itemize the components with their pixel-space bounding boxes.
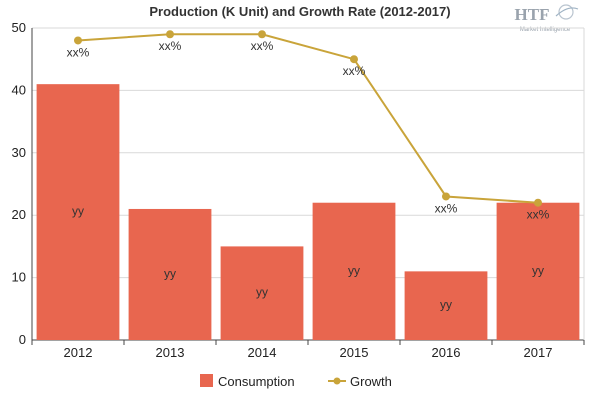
x-tick-label: 2017 [524, 345, 553, 360]
y-tick-label: 10 [12, 270, 26, 285]
legend-label-growth: Growth [350, 374, 392, 389]
growth-point-2013 [166, 30, 174, 39]
y-tick-label: 30 [12, 145, 26, 160]
y-tick-label: 20 [12, 207, 26, 222]
bar-series: yy yy yy yy yy yy [36, 84, 580, 340]
growth-line [77, 33, 539, 204]
bar-2013 [128, 208, 212, 340]
logo-globe-icon [558, 4, 574, 20]
bar-2015 [312, 202, 396, 340]
legend-label-consumption: Consumption [218, 374, 295, 389]
x-tick-label: 2015 [340, 345, 369, 360]
logo-brand: HTF [515, 5, 550, 24]
y-tick-label: 0 [19, 332, 26, 347]
line-series: xx% xx% xx% xx% xx% xx% [67, 30, 550, 222]
bar-data-label: yy [164, 266, 176, 280]
y-tick-label: 50 [12, 20, 26, 35]
legend: Consumption Growth [200, 374, 392, 389]
x-tick-label: 2016 [432, 345, 461, 360]
growth-point-2015 [350, 55, 358, 64]
growth-data-label: xx% [159, 39, 182, 53]
chart-title: Production (K Unit) and Growth Rate (201… [149, 4, 450, 19]
legend-swatch-growth-marker [333, 377, 341, 385]
x-tick-label: 2013 [156, 345, 185, 360]
logo-swoosh-icon [555, 7, 579, 17]
growth-point-2016 [442, 192, 450, 201]
logo: HTF Market Intelligence [515, 4, 579, 33]
bar-data-label: yy [72, 204, 84, 218]
growth-point-2012 [74, 36, 82, 45]
legend-swatch-consumption [200, 374, 213, 387]
bar-data-label: yy [440, 298, 452, 312]
growth-point-2014 [258, 30, 266, 39]
y-axis: 0 10 20 30 40 50 [12, 20, 33, 347]
bar-data-label: yy [532, 263, 544, 277]
bar-data-label: yy [348, 263, 360, 277]
y-tick-label: 40 [12, 82, 26, 97]
bar-2016 [404, 271, 488, 340]
bar-2014 [220, 246, 304, 340]
bar-2012 [36, 84, 120, 340]
bar-data-label: yy [256, 285, 268, 299]
logo-tagline: Market Intelligence [520, 27, 571, 33]
growth-data-label: xx% [435, 201, 458, 215]
x-tick-label: 2012 [64, 345, 93, 360]
x-axis: 2012 2013 2014 2015 2016 2017 [31, 340, 585, 360]
bar-2017 [496, 202, 580, 340]
growth-point-2017 [534, 198, 542, 207]
growth-data-label: xx% [251, 39, 274, 53]
x-tick-label: 2014 [248, 345, 277, 360]
growth-data-label: xx% [67, 45, 90, 59]
growth-data-label: xx% [527, 208, 550, 222]
growth-data-label: xx% [343, 64, 366, 78]
